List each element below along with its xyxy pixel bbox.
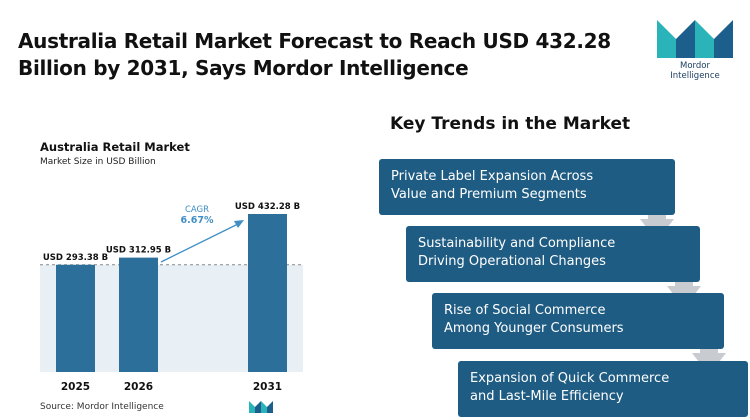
mordor-logo-text: Mordor Intelligence [670, 61, 720, 81]
chart-subtitle: Market Size in USD Billion [40, 157, 156, 167]
trend-item-3: Rise of Social Commerce Among Younger Co… [432, 293, 724, 349]
x-tick-2031: 2031 [253, 381, 282, 393]
trend-item-1-line-1: Private Label Expansion Across [391, 169, 594, 184]
cagr-value: 6.67% [181, 215, 214, 226]
headline: Australia Retail Market Forecast to Reac… [18, 28, 618, 82]
source-note: Source: Mordor Intelligence [40, 402, 164, 412]
x-tick-2026: 2026 [124, 381, 153, 393]
bar-2026 [119, 257, 158, 372]
trend-item-2: Sustainability and Compliance Driving Op… [406, 226, 700, 282]
mordor-logo-icon [657, 20, 733, 58]
data-label-2026: USD 312.95 B [106, 246, 171, 256]
cagr-label: CAGR [185, 205, 209, 215]
trend-item-1-line-2: Value and Premium Segments [391, 187, 587, 202]
trend-item-2-line-1: Sustainability and Compliance [418, 236, 616, 251]
cagr-arrowhead [234, 220, 244, 228]
trend-item-4-line-1: Expansion of Quick Commerce [470, 371, 670, 386]
trend-item-3-line-1: Rise of Social Commerce [444, 303, 606, 318]
trend-item-4-line-2: and Last-Mile Efficiency [470, 389, 624, 404]
chart-title: Australia Retail Market [40, 140, 190, 154]
trend-item-2-line-2: Driving Operational Changes [418, 254, 606, 269]
headline-line-2: Billion by 2031, Says Mordor Intelligenc… [18, 56, 469, 80]
x-tick-2025: 2025 [61, 381, 90, 393]
trend-item-3-line-2: Among Younger Consumers [444, 321, 624, 336]
key-trends-title: Key Trends in the Market [390, 114, 631, 134]
headline-line-1: Australia Retail Market Forecast to Reac… [18, 29, 611, 53]
trend-item-1: Private Label Expansion Across Value and… [379, 159, 675, 215]
data-label-2031: USD 432.28 B [235, 202, 300, 212]
mordor-logo: Mordor Intelligence [655, 20, 735, 81]
trend-item-4: Expansion of Quick Commerce and Last-Mil… [458, 361, 748, 417]
bar-2031 [248, 214, 287, 372]
cagr-arrow-line [160, 222, 241, 263]
source-logo-icon [249, 401, 273, 413]
bar-2025 [56, 264, 95, 372]
data-label-2025: USD 293.38 B [43, 253, 108, 263]
